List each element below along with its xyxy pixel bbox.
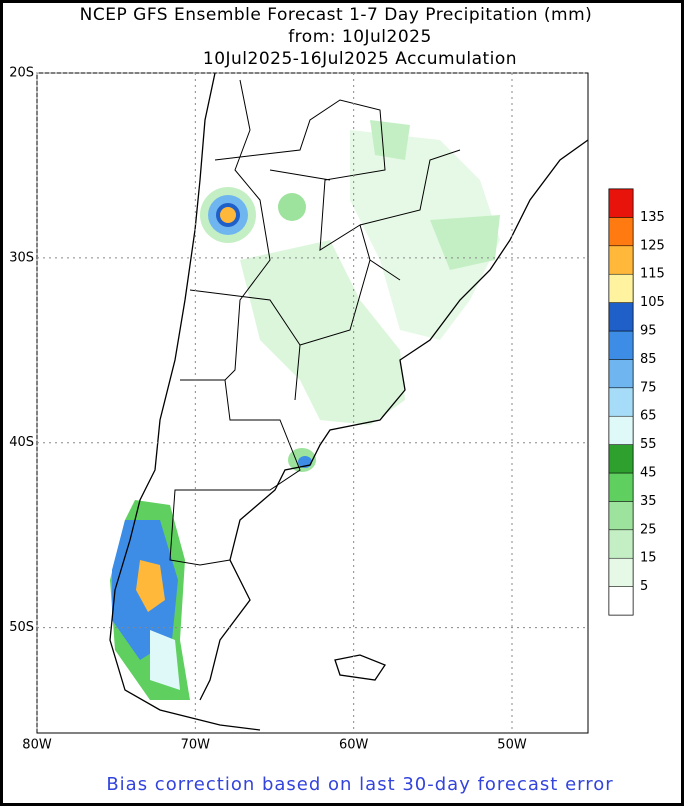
colorbar-swatch (608, 217, 634, 247)
colorbar-swatch (608, 415, 634, 445)
colorbar-label: 35 (640, 494, 657, 509)
title: NCEP GFS Ensemble Forecast 1-7 Day Preci… (80, 5, 593, 25)
colorbar-label: 55 (640, 437, 657, 452)
colorbar-label: 5 (640, 579, 648, 594)
colorbar-swatch (608, 472, 634, 502)
lon-label: 50W (497, 738, 527, 753)
colorbar-label: 115 (640, 267, 665, 282)
colorbar-swatch (608, 529, 634, 559)
subtitle: from: 10Jul2025 (288, 27, 432, 47)
lat-label: 20S (9, 66, 34, 81)
colorbar-swatch (608, 302, 634, 332)
colorbar-swatch (608, 359, 634, 389)
colorbar-label: 75 (640, 380, 657, 395)
colorbar-swatch (608, 586, 634, 616)
colorbar-swatch (608, 188, 634, 218)
colorbar-label: 135 (640, 210, 665, 225)
colorbar-swatch (608, 245, 634, 275)
colorbar-swatch (608, 501, 634, 531)
footer: Bias correction based on last 30-day for… (106, 774, 613, 795)
colorbar-label: 15 (640, 551, 657, 566)
colorbar-swatch (608, 444, 634, 474)
lat-label: 40S (9, 435, 34, 450)
colorbar-label: 105 (640, 295, 665, 310)
lat-label: 30S (9, 250, 34, 265)
colorbar-swatch (608, 330, 634, 360)
subtitle: 10Jul2025-16Jul2025 Accumulation (203, 49, 517, 69)
colorbar-label: 25 (640, 522, 657, 537)
colorbar-label: 65 (640, 409, 657, 424)
colorbar-label: 85 (640, 352, 657, 367)
colorbar-swatch (608, 557, 634, 587)
map (109, 72, 589, 731)
lat-label: 50S (9, 620, 34, 635)
colorbar-swatch (608, 273, 634, 303)
lon-label: 60W (339, 738, 369, 753)
colorbar-label: 125 (640, 238, 665, 253)
precip-areas (110, 120, 500, 700)
colorbar-swatch (608, 387, 634, 417)
lon-label: 70W (181, 738, 211, 753)
lon-label: 80W (22, 738, 52, 753)
colorbar-label: 95 (640, 324, 657, 339)
colorbar-label: 45 (640, 466, 657, 481)
